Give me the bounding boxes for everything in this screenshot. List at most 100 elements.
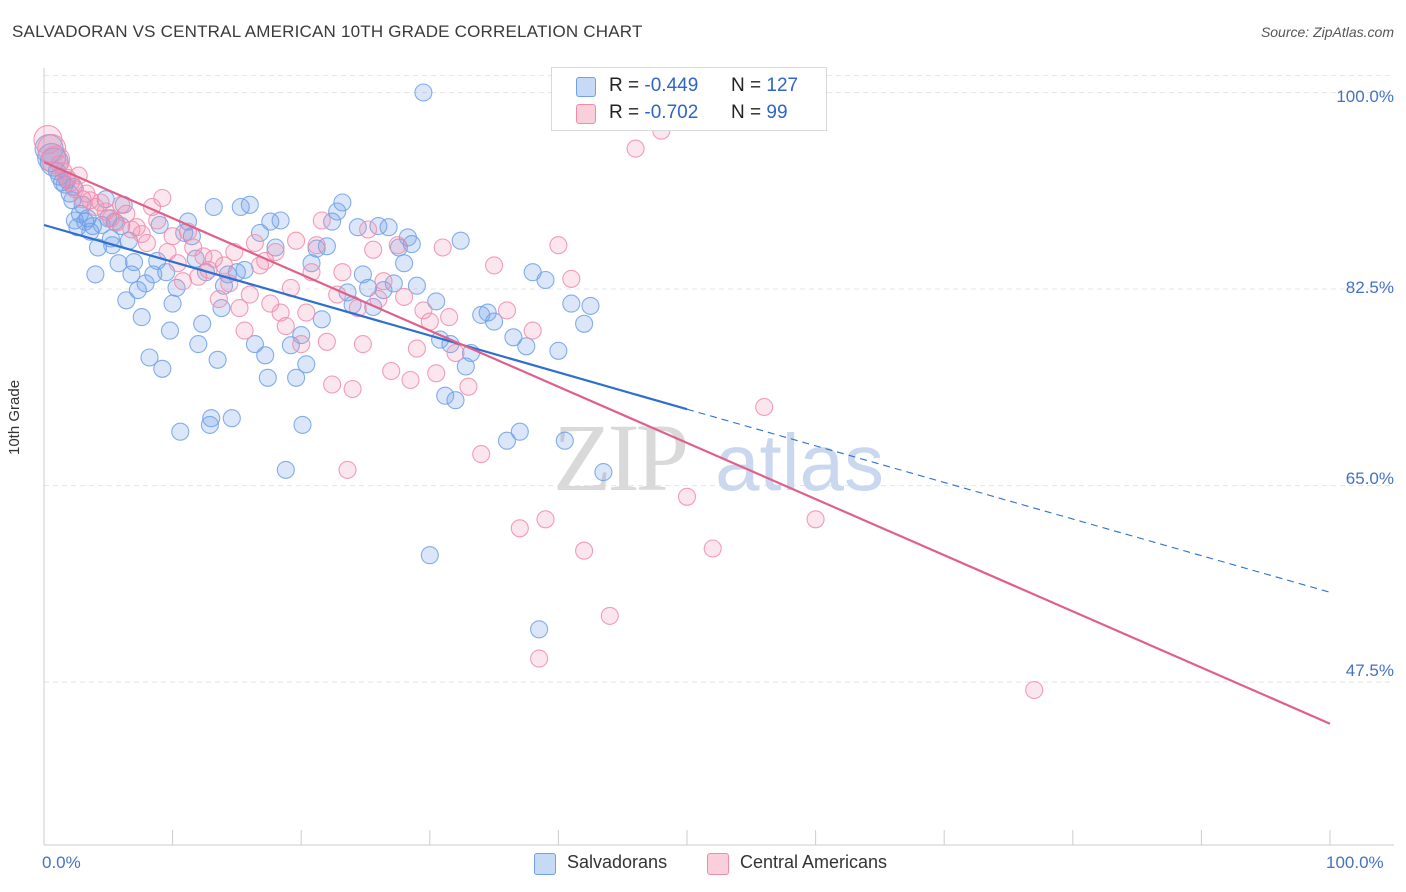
salvadoran-point: [117, 291, 136, 310]
central-american-point: [353, 335, 372, 354]
salvadoran-point: [222, 409, 241, 428]
central-american-point: [427, 364, 446, 383]
central-american-point: [153, 188, 172, 208]
salvadoran-point: [485, 312, 504, 331]
salvadoran-point: [163, 294, 182, 313]
central-american-point: [132, 224, 151, 244]
central-american-point: [414, 301, 433, 320]
salvadoran-point: [235, 260, 254, 279]
r-label: R =: [609, 102, 640, 123]
central-american-point: [359, 220, 378, 239]
x-tick-label: 0.0%: [42, 853, 81, 872]
central-american-point: [1025, 680, 1044, 700]
salvadoran-point: [478, 303, 497, 322]
central-american-point: [106, 213, 126, 232]
salvadoran-point: [594, 463, 613, 482]
central-american-point: [312, 211, 331, 230]
central-american-point: [364, 240, 383, 259]
legend-swatch-central-americans: [576, 104, 596, 124]
salvadoran-point: [256, 346, 275, 365]
salvadoran-point: [293, 415, 312, 434]
r-value: -0.702: [644, 102, 699, 123]
central-american-point: [600, 606, 619, 625]
central-american-point: [626, 139, 645, 158]
axes: [43, 68, 1394, 846]
salvadoran-point: [128, 281, 147, 300]
legend-swatch-salvadorans: [534, 853, 556, 875]
central-american-point: [374, 272, 393, 291]
central-american-point: [575, 541, 594, 560]
y-tick-label: 82.5%: [1345, 278, 1394, 297]
salvadoran-point: [189, 335, 208, 354]
salvadoran-point: [436, 386, 455, 405]
watermark-atlas: atlas: [715, 418, 884, 507]
source-label: Source: ZipAtlas.com: [1260, 24, 1394, 40]
salvadoran-point: [266, 238, 285, 257]
salvadoran-point: [167, 278, 186, 297]
central-american-point: [65, 180, 84, 199]
salvadoran-point: [456, 357, 475, 376]
salvadoran-point: [240, 195, 259, 214]
r-label: R =: [609, 75, 640, 96]
central-american-point: [297, 303, 316, 322]
salvadoran-point: [549, 341, 568, 360]
salvadoran-point: [379, 218, 398, 237]
salvadoran-point: [414, 83, 433, 102]
salvadoran-point: [86, 265, 105, 284]
salvadoran-trend-extension: [686, 408, 1331, 593]
n-value: 127: [766, 75, 799, 96]
salvadoran-point: [202, 409, 221, 428]
central-american-point: [497, 301, 517, 320]
central-american-point: [240, 285, 259, 304]
central-american-trend-line: [43, 161, 1331, 725]
n-value: 99: [766, 102, 788, 123]
central-american-point: [323, 375, 342, 394]
salvadoran-point: [536, 270, 555, 290]
central-american-point: [271, 303, 290, 322]
stats-legend: R = -0.449 N = 127 R = -0.702 N = 99: [551, 67, 827, 131]
central-american-point: [388, 236, 407, 255]
central-american-point: [307, 236, 326, 255]
central-american-point: [433, 238, 452, 257]
central-american-point: [407, 339, 426, 358]
chart-title: SALVADORAN VS CENTRAL AMERICAN 10TH GRAD…: [12, 22, 643, 41]
central-american-point: [472, 445, 491, 464]
salvadoran-point: [193, 314, 212, 333]
central-american-point: [440, 308, 459, 327]
x-tick-label: 100.0%: [1326, 853, 1384, 872]
central-american-point: [214, 256, 234, 275]
central-american-point: [276, 317, 295, 336]
central-american-point: [287, 231, 306, 250]
salvadoran-trend-line: [43, 223, 688, 411]
salvadoran-point: [517, 337, 536, 356]
central-american-point: [459, 377, 478, 396]
y-tick-label: 100.0%: [1336, 87, 1394, 106]
salvadoran-point: [83, 217, 102, 236]
salvadoran-point: [312, 310, 331, 329]
central-american-point: [261, 294, 280, 313]
trend-lines: [43, 161, 1331, 725]
central-american-point: [562, 269, 581, 288]
legend-swatch-central-americans: [707, 853, 729, 875]
salvadoran-point: [451, 231, 470, 250]
salvadoran-point: [427, 292, 446, 311]
salvadoran-point: [258, 368, 277, 387]
salvadoran-point: [581, 296, 600, 315]
salvadoran-point: [420, 546, 439, 565]
central-american-point: [184, 238, 203, 257]
watermark-zip: ZIP: [553, 404, 686, 511]
salvadoran-point: [510, 422, 529, 441]
central-american-point: [530, 649, 549, 668]
n-label: N =: [731, 102, 762, 123]
y-tick-label: 47.5%: [1345, 661, 1394, 680]
central-american-point: [317, 332, 336, 351]
central-american-point: [209, 290, 228, 309]
central-american-point: [292, 335, 311, 354]
legend-swatch-salvadorans: [576, 77, 596, 97]
central-american-point: [536, 510, 555, 529]
r-value: -0.449: [644, 75, 699, 96]
central-american-point: [755, 397, 774, 417]
salvadoran-point: [395, 254, 414, 273]
salvadoran-point: [276, 460, 295, 479]
salvadoran-point: [497, 431, 517, 450]
